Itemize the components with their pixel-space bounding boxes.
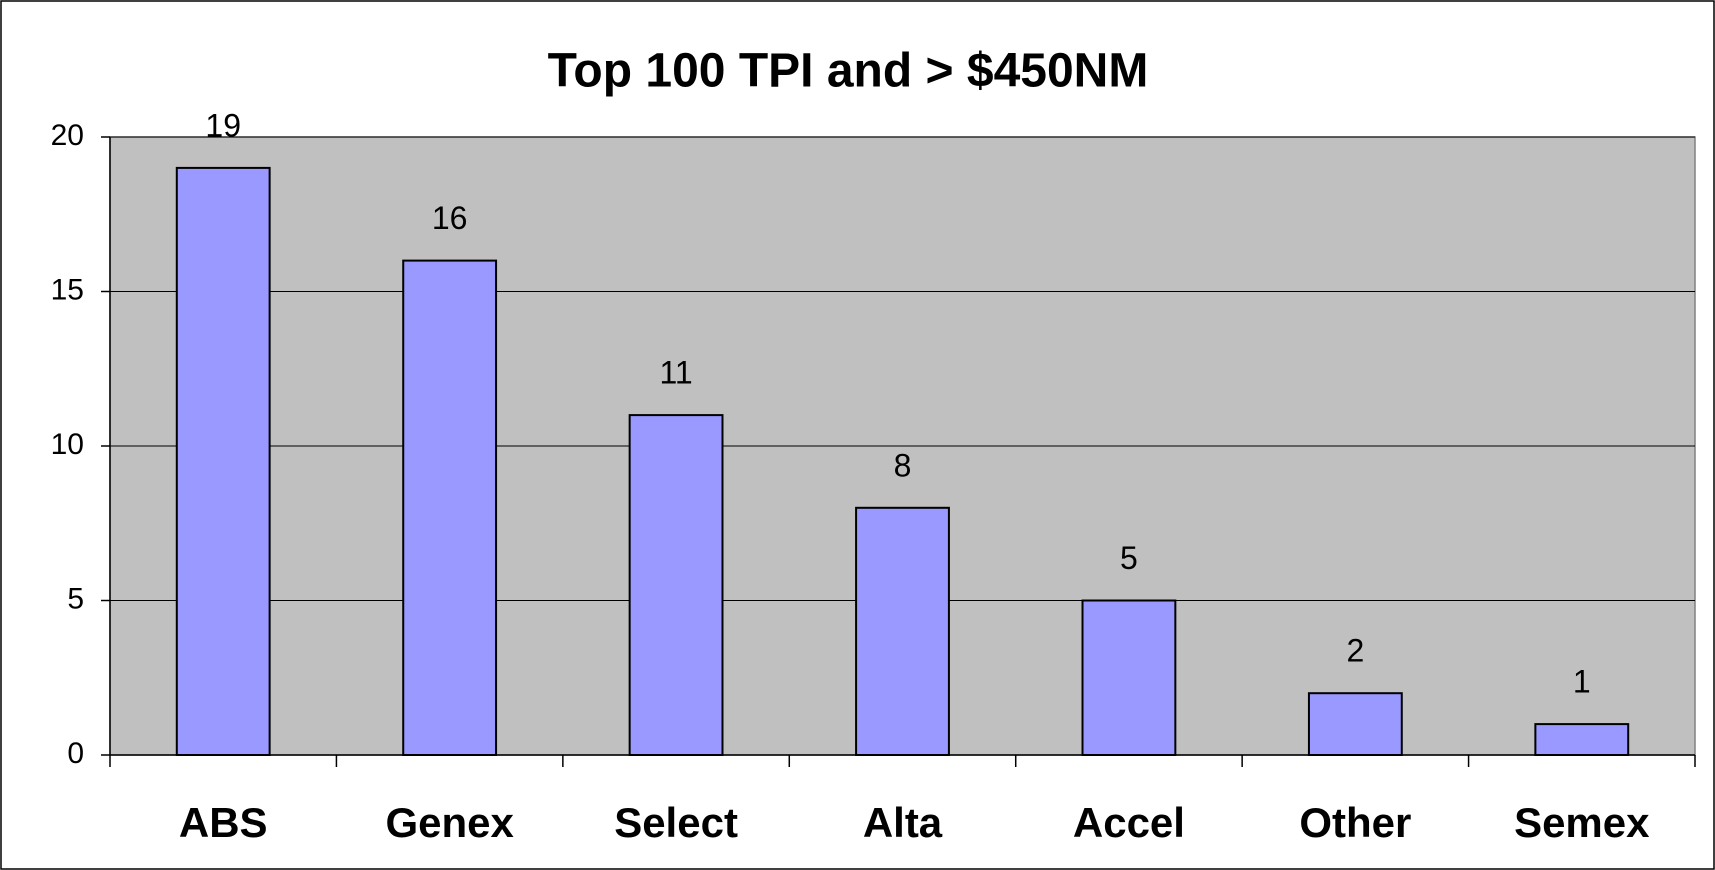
y-tick-label: 10 [51, 428, 84, 461]
bar [1534, 723, 1630, 756]
x-tick-label: Semex [1514, 799, 1650, 846]
value-label: 8 [894, 447, 912, 483]
value-label: 19 [205, 107, 241, 143]
bar [628, 414, 724, 756]
x-tick-label: Accel [1073, 799, 1185, 846]
bar [1081, 599, 1177, 756]
x-tick-label: Other [1299, 799, 1411, 846]
x-tick-label: Select [614, 799, 738, 846]
bar [175, 166, 271, 756]
bar [1307, 692, 1403, 757]
x-tick-label: Genex [385, 799, 514, 846]
value-label: 2 [1346, 633, 1364, 669]
value-label: 16 [432, 200, 468, 236]
x-tick-label: ABS [179, 799, 268, 846]
y-tick-label: 15 [51, 273, 84, 306]
value-label: 5 [1120, 540, 1138, 576]
chart-title: Top 100 TPI and > $450NM [548, 45, 1149, 98]
y-tick-label: 0 [67, 737, 84, 770]
x-tick-label: Alta [863, 799, 943, 846]
value-label: 1 [1573, 664, 1591, 700]
bar [402, 259, 498, 756]
y-tick-label: 5 [67, 582, 84, 615]
y-tick-label: 20 [51, 119, 84, 152]
value-label: 11 [659, 355, 692, 391]
bar [855, 506, 950, 756]
